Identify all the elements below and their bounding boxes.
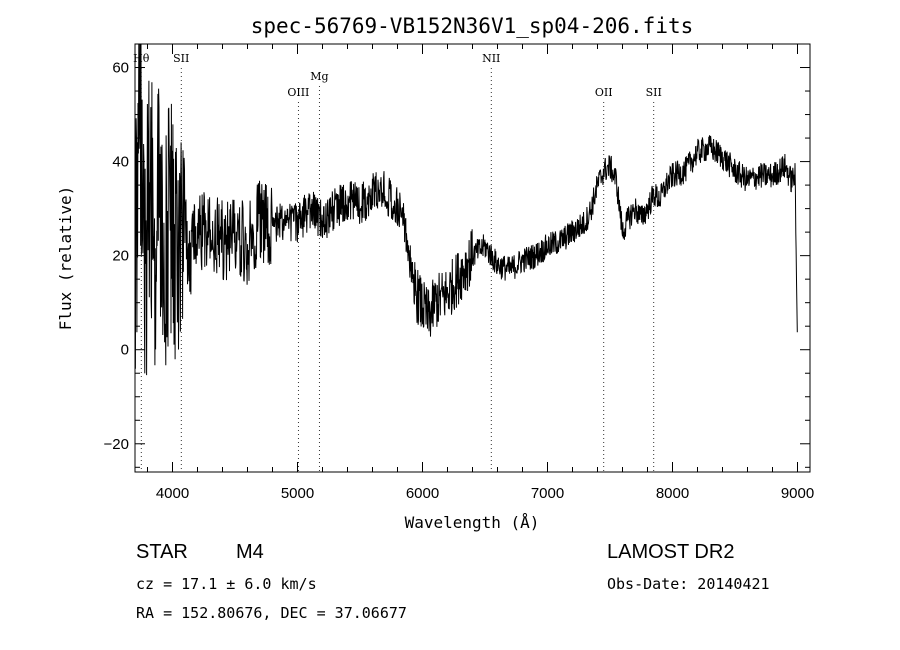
x-tick-label: 9000 <box>781 485 814 502</box>
line-marker-label: Mg <box>310 70 328 83</box>
survey-name: LAMOST DR2 <box>607 541 735 563</box>
line-marker-label: SII <box>646 86 662 99</box>
obs-date: Obs-Date: 20140421 <box>607 575 770 593</box>
line-marker-label: NII <box>482 52 500 65</box>
x-tick-label: 6000 <box>406 485 439 502</box>
spectrum-line <box>134 43 798 376</box>
y-tick-labels: −20 0 20 40 60 <box>104 60 129 453</box>
y-tick-label: −20 <box>104 436 129 453</box>
y-tick-label: 0 <box>121 342 129 359</box>
redshift-text: cz = 17.1 ± 6.0 km/s <box>136 575 317 593</box>
x-tick-label: 4000 <box>156 485 189 502</box>
coordinates: RA = 152.80676, DEC = 37.06677 <box>136 604 407 622</box>
y-axis-label: Flux (relative) <box>56 186 75 331</box>
x-tick-labels: 4000 5000 6000 7000 8000 9000 <box>156 485 814 502</box>
x-tick-label: 5000 <box>281 485 314 502</box>
line-marker-label: OIII <box>287 86 309 99</box>
object-type: STAR <box>136 541 188 563</box>
x-axis-label: Wavelength (Å) <box>405 513 540 532</box>
object-subclass: M4 <box>236 541 264 563</box>
y-tick-label: 20 <box>112 248 129 265</box>
chart-title: spec-56769-VB152N36V1_sp04-206.fits <box>251 14 694 38</box>
y-tick-label: 40 <box>112 154 129 171</box>
line-marker-label: SII <box>173 52 189 65</box>
x-tick-label: 7000 <box>531 485 564 502</box>
x-tick-label: 8000 <box>656 485 689 502</box>
y-tick-label: 60 <box>112 60 129 77</box>
line-marker-label: OII <box>595 86 613 99</box>
